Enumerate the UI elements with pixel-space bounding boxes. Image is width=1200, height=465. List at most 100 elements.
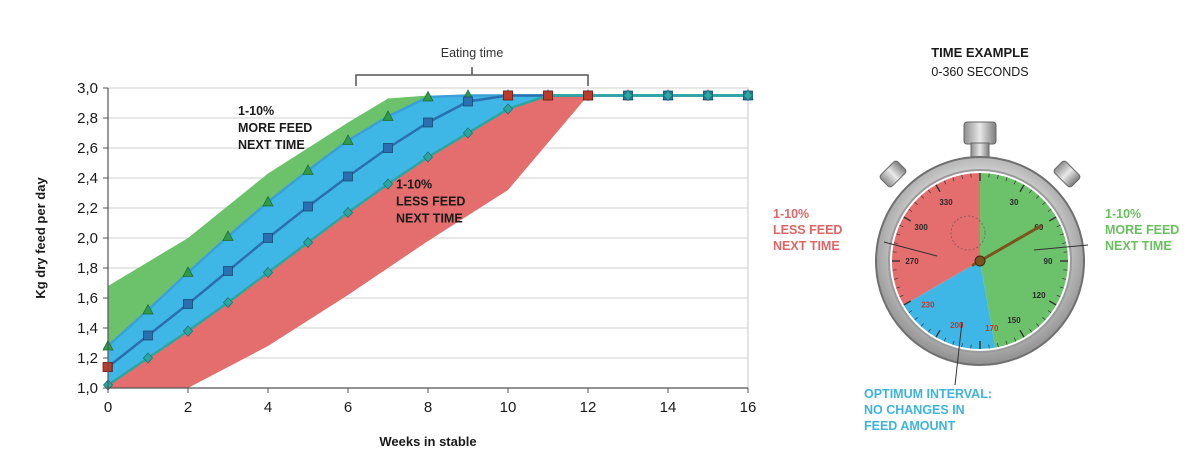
stopwatch-tick bbox=[896, 286, 901, 289]
band-2 bbox=[108, 95, 588, 388]
stopwatch-tick bbox=[943, 337, 947, 342]
data-point-diamond bbox=[382, 178, 394, 190]
stopwatch-title: TIME EXAMPLE bbox=[931, 45, 1029, 60]
annotation-less-feed-line-3: NEXT TIME bbox=[396, 212, 463, 226]
stopwatch-right-label-2: MORE FEED bbox=[1105, 223, 1179, 237]
end-marker-square bbox=[543, 90, 553, 101]
x-tick-label: 2 bbox=[184, 399, 192, 416]
stopwatch-tick bbox=[927, 328, 931, 333]
data-point-diamond bbox=[342, 206, 354, 219]
stopwatch-tick bbox=[1056, 294, 1061, 298]
stopwatch-tick bbox=[1047, 310, 1052, 314]
y-tick-label: 1,8 bbox=[77, 260, 98, 277]
annotation-more-feed-line-1: 1-10% bbox=[238, 104, 274, 118]
stopwatch-tick bbox=[893, 242, 898, 244]
stopwatch-right-label: 1-10% MORE FEED NEXT TIME bbox=[1105, 207, 1183, 253]
y-tick-label: 2,4 bbox=[77, 170, 98, 187]
y-tick-label: 1,0 bbox=[77, 380, 98, 397]
stopwatch-tick bbox=[920, 195, 925, 199]
stopwatch-tick bbox=[903, 300, 912, 306]
end-marker-square bbox=[583, 90, 593, 101]
stopwatch-bottom-label: OPTIMUM INTERVAL: NO CHANGES IN FEED AMO… bbox=[864, 387, 996, 433]
stopwatch-tick bbox=[935, 184, 941, 193]
stopwatch-hub bbox=[974, 255, 986, 267]
stopwatch-left-label: 1-10% LESS FEED NEXT TIME bbox=[773, 207, 846, 253]
stopwatch-tick bbox=[1013, 180, 1017, 185]
stopwatch-right-label-1: 1-10% bbox=[1105, 207, 1141, 221]
annotation-more-feed: 1-10% MORE FEED NEXT TIME bbox=[238, 104, 316, 152]
stopwatch-left-leader bbox=[883, 241, 938, 257]
x-tick-label: 16 bbox=[740, 399, 757, 416]
stopwatch-tick bbox=[1029, 328, 1033, 333]
data-point-square bbox=[263, 233, 273, 243]
stopwatch-tick bbox=[893, 278, 898, 280]
stopwatch-dial-label: 120 bbox=[1032, 291, 1046, 300]
stopwatch-left-label-3: NEXT TIME bbox=[773, 239, 840, 253]
x-tick-label: 6 bbox=[344, 399, 352, 416]
stopwatch-tick bbox=[1042, 201, 1046, 206]
stopwatch-tick bbox=[961, 343, 963, 348]
stopwatch-dial-label: 230 bbox=[921, 301, 935, 310]
stopwatch-ticks bbox=[892, 173, 1068, 349]
stopwatch-tick bbox=[935, 329, 941, 338]
stopwatch-bottom-label-3: FEED AMOUNT bbox=[864, 419, 956, 433]
stopwatch-dial-label: 300 bbox=[914, 223, 928, 232]
annotation-less-feed: 1-10% LESS FEED NEXT TIME bbox=[396, 178, 469, 226]
eating-time-bracket: Eating time bbox=[355, 46, 589, 86]
data-point-square bbox=[303, 201, 313, 212]
x-axis-title: Weeks in stable bbox=[379, 434, 476, 449]
stopwatch-tick bbox=[943, 180, 947, 185]
stopwatch-dial-label: 200 bbox=[950, 321, 964, 330]
annotation-less-feed-line-1: 1-10% bbox=[396, 178, 432, 192]
stopwatch-tick bbox=[1035, 195, 1040, 199]
stopwatch-zone-0 bbox=[980, 173, 1069, 348]
data-point-diamond bbox=[702, 89, 714, 102]
annotation-more-feed-line-3: NEXT TIME bbox=[238, 138, 305, 152]
stopwatch-right-leader bbox=[1033, 244, 1089, 251]
stopwatch-tick bbox=[1019, 184, 1025, 193]
stopwatch-dial-label: 90 bbox=[1044, 257, 1053, 266]
data-point-square bbox=[383, 143, 393, 153]
y-tick-label: 1,4 bbox=[77, 320, 98, 337]
stopwatch-tick bbox=[1062, 278, 1067, 280]
stopwatch-tick bbox=[952, 177, 955, 182]
stopwatch-dial-labels: 306090120150170200230270300330 bbox=[905, 198, 1053, 333]
svg-text:1-10% MORE FEED NE: 1-10% MORE FEED NEXT TIME bbox=[238, 104, 316, 152]
stopwatch-tick bbox=[908, 208, 913, 212]
data-point-square bbox=[343, 171, 353, 182]
x-tick-label: 4 bbox=[264, 399, 272, 416]
stopwatch-dial-label: 150 bbox=[1007, 316, 1021, 325]
stopwatch-left-label-1: 1-10% bbox=[773, 207, 809, 221]
data-point-triangle bbox=[382, 110, 394, 121]
data-point-diamond bbox=[622, 89, 634, 102]
stopwatch-tick bbox=[952, 340, 955, 345]
stopwatch-tick bbox=[914, 201, 918, 206]
data-point-triangle bbox=[222, 230, 234, 241]
stopwatch-tick bbox=[1013, 337, 1017, 342]
data-point-diamond bbox=[422, 151, 434, 163]
data-point-square bbox=[183, 299, 193, 309]
svg-text:1-10% LESS FEED NE: 1-10% LESS FEED NEXT TIME bbox=[396, 178, 469, 226]
data-point-square bbox=[143, 330, 153, 341]
x-tick-label: 0 bbox=[104, 399, 112, 416]
y-tick-label: 1,2 bbox=[77, 350, 98, 367]
stopwatch-bottom-label-1: OPTIMUM INTERVAL: bbox=[864, 387, 992, 401]
stopwatch: TIME EXAMPLE 0-360 SECONDS 3060901201501… bbox=[773, 45, 1183, 433]
x-tick-label: 10 bbox=[500, 399, 517, 416]
data-point-triangle bbox=[182, 266, 194, 277]
y-tick-label: 2,2 bbox=[77, 200, 98, 217]
stopwatch-left-button-icon bbox=[879, 160, 907, 188]
data-point-square bbox=[223, 266, 233, 276]
data-point-diamond bbox=[182, 325, 194, 337]
data-point-diamond bbox=[502, 103, 514, 115]
stopwatch-right-label-3: NEXT TIME bbox=[1105, 239, 1172, 253]
stopwatch-tick bbox=[1042, 316, 1046, 321]
stopwatch-tick bbox=[899, 224, 904, 228]
stopwatch-right-button-icon bbox=[1053, 160, 1081, 188]
stopwatch-crown-icon bbox=[963, 121, 997, 158]
data-point-diamond bbox=[662, 89, 674, 102]
stopwatch-tick bbox=[1056, 224, 1061, 228]
data-point-diamond bbox=[222, 296, 234, 309]
y-tick-label: 2,8 bbox=[77, 110, 98, 127]
